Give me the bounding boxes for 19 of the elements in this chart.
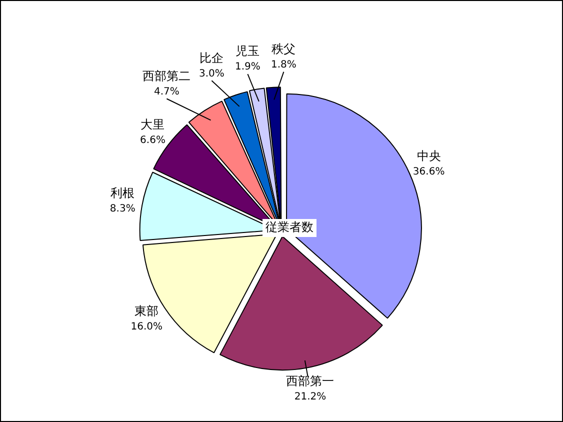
text: 従業者数 bbox=[266, 220, 314, 234]
slice-label: 西部第二 bbox=[142, 68, 191, 83]
data-label: 1.9% bbox=[235, 62, 260, 73]
data-label: 8.3% bbox=[110, 204, 136, 215]
data-label: 4.7% bbox=[154, 86, 180, 98]
data-label: 3.0% bbox=[199, 68, 224, 80]
slice-label: 大里 bbox=[140, 118, 165, 132]
data-label: 16.0% bbox=[130, 321, 162, 332]
slice-label: 比企 bbox=[200, 50, 224, 65]
data-label: 6.6% bbox=[140, 135, 166, 146]
slice-label: 東部 bbox=[134, 304, 159, 318]
slice-label: 西部第一 bbox=[286, 374, 334, 388]
slice-label: 中央 bbox=[416, 148, 441, 163]
data-label: 1.8% bbox=[271, 59, 296, 70]
data-label: 21.2% bbox=[294, 392, 326, 403]
slice-label: 秩父 bbox=[272, 42, 296, 56]
slice-label: 児玉 bbox=[236, 44, 260, 58]
slice-label: 利根 bbox=[110, 186, 135, 200]
data-label: 36.6% bbox=[412, 166, 445, 178]
